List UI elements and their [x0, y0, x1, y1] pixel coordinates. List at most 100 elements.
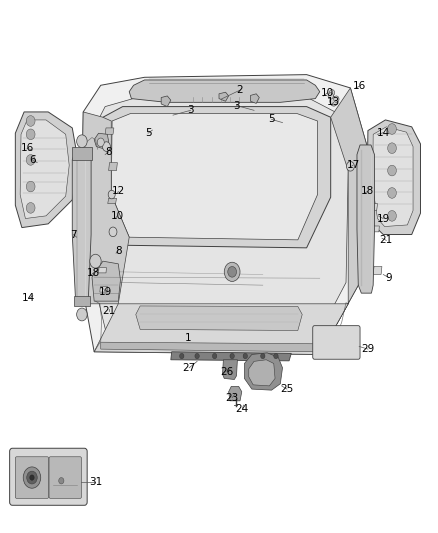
FancyBboxPatch shape [15, 457, 49, 498]
Polygon shape [15, 112, 79, 228]
Text: 27: 27 [183, 363, 196, 373]
Circle shape [77, 308, 87, 321]
Circle shape [27, 471, 37, 484]
Polygon shape [373, 266, 382, 274]
Circle shape [26, 129, 35, 140]
Polygon shape [372, 226, 379, 232]
Text: 14: 14 [22, 294, 35, 303]
Circle shape [26, 116, 35, 126]
Polygon shape [251, 94, 259, 103]
Circle shape [388, 188, 396, 198]
Text: 18: 18 [361, 187, 374, 196]
Text: 5: 5 [268, 115, 275, 124]
Circle shape [109, 227, 117, 237]
Circle shape [26, 155, 35, 165]
Polygon shape [108, 198, 117, 204]
Polygon shape [136, 306, 302, 330]
Text: 16: 16 [21, 143, 34, 153]
Polygon shape [359, 177, 367, 184]
Circle shape [388, 124, 396, 134]
Circle shape [102, 142, 110, 151]
Circle shape [328, 93, 333, 99]
Text: 7: 7 [70, 230, 77, 239]
Circle shape [30, 475, 34, 480]
Polygon shape [111, 114, 318, 240]
Polygon shape [94, 133, 109, 149]
Bar [338, 334, 355, 353]
Circle shape [330, 96, 338, 106]
Polygon shape [357, 145, 374, 293]
Circle shape [261, 353, 265, 359]
Text: 31: 31 [89, 477, 102, 487]
Text: 17: 17 [346, 160, 360, 170]
Polygon shape [373, 127, 413, 227]
Polygon shape [129, 80, 320, 102]
Text: 26: 26 [220, 367, 233, 376]
Bar [320, 334, 335, 353]
Text: 10: 10 [111, 211, 124, 221]
Polygon shape [223, 360, 237, 379]
Circle shape [224, 262, 240, 281]
Circle shape [388, 143, 396, 154]
Circle shape [90, 254, 101, 268]
Text: 13: 13 [327, 98, 340, 107]
Circle shape [77, 135, 87, 148]
Polygon shape [105, 128, 114, 134]
Circle shape [334, 96, 339, 102]
FancyBboxPatch shape [313, 326, 360, 359]
Polygon shape [367, 120, 420, 235]
Text: 21: 21 [380, 236, 393, 245]
Text: 1: 1 [185, 334, 192, 343]
Circle shape [388, 165, 396, 176]
Polygon shape [219, 92, 229, 101]
Text: 14: 14 [377, 128, 390, 138]
Polygon shape [92, 261, 120, 301]
Circle shape [388, 211, 396, 221]
Polygon shape [370, 204, 378, 211]
Circle shape [230, 353, 234, 359]
Polygon shape [72, 147, 92, 160]
Polygon shape [161, 96, 171, 107]
Text: 5: 5 [145, 128, 152, 138]
Circle shape [108, 190, 115, 199]
Text: 25: 25 [280, 384, 293, 394]
Circle shape [212, 353, 217, 359]
FancyBboxPatch shape [10, 448, 87, 505]
Polygon shape [99, 268, 106, 273]
Polygon shape [20, 120, 69, 219]
Text: 29: 29 [361, 344, 374, 354]
Circle shape [195, 353, 199, 359]
Polygon shape [100, 287, 108, 292]
Circle shape [180, 353, 184, 359]
Text: 8: 8 [115, 246, 122, 255]
Polygon shape [229, 386, 242, 401]
Circle shape [329, 90, 335, 96]
Circle shape [274, 353, 278, 359]
Polygon shape [74, 296, 90, 306]
Polygon shape [81, 75, 368, 354]
Polygon shape [171, 352, 291, 361]
Polygon shape [109, 163, 117, 171]
Polygon shape [102, 107, 331, 248]
Text: 18: 18 [87, 268, 100, 278]
Circle shape [26, 181, 35, 192]
Polygon shape [94, 304, 348, 354]
Text: 19: 19 [99, 287, 112, 296]
Circle shape [346, 161, 354, 171]
Text: 24: 24 [236, 405, 249, 414]
Text: 3: 3 [233, 101, 240, 110]
Text: 19: 19 [377, 214, 390, 223]
Circle shape [228, 266, 237, 277]
Text: 2: 2 [237, 85, 244, 95]
Text: 6: 6 [29, 156, 36, 165]
FancyBboxPatch shape [49, 457, 81, 498]
Polygon shape [101, 342, 315, 352]
Text: 16: 16 [353, 82, 366, 91]
Polygon shape [244, 353, 283, 390]
Text: 21: 21 [102, 306, 115, 316]
Circle shape [26, 203, 35, 213]
Text: 3: 3 [187, 106, 194, 115]
Polygon shape [72, 149, 91, 304]
Circle shape [59, 478, 64, 484]
Text: 12: 12 [112, 187, 125, 196]
